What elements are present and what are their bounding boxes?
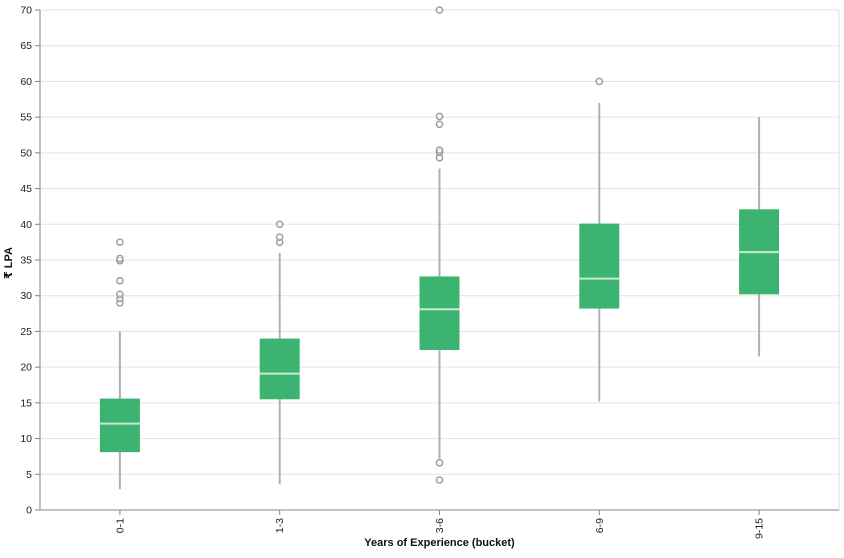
outlier-point <box>116 276 124 285</box>
y-tick-label: 55 <box>20 112 32 124</box>
outlier-point <box>435 146 444 154</box>
outlier-point <box>275 233 284 241</box>
outlier-point <box>435 6 444 14</box>
box-rect <box>579 223 620 309</box>
x-tick-label: 6-9 <box>594 518 606 533</box>
box-rect <box>259 338 300 400</box>
y-tick-label: 65 <box>20 40 32 52</box>
outlier-point <box>275 220 284 229</box>
box-rect <box>419 276 460 350</box>
y-tick-label: 20 <box>20 362 32 374</box>
y-tick-label: 15 <box>20 397 32 409</box>
x-tick-label: 0-1 <box>114 518 126 533</box>
y-tick-label: 35 <box>20 255 32 267</box>
y-tick-label: 10 <box>20 433 32 445</box>
y-tick-label: 50 <box>20 147 32 159</box>
outlier-point <box>435 120 444 129</box>
y-tick-label: 45 <box>20 183 32 195</box>
y-tick-label: 40 <box>20 219 32 231</box>
y-tick-label: 30 <box>20 290 32 302</box>
outlier-point <box>435 112 444 121</box>
x-axis-title: Years of Experience (bucket) <box>364 537 515 549</box>
y-tick-label: 60 <box>20 76 32 88</box>
x-tick-label: 3-6 <box>434 518 446 533</box>
outlier-point <box>595 77 604 86</box>
x-tick-label: 1-3 <box>274 518 286 533</box>
outlier-point <box>116 290 124 299</box>
box-rect <box>99 398 140 453</box>
y-tick-label: 5 <box>26 469 32 481</box>
outlier-point <box>435 476 444 484</box>
outlier-point <box>435 459 444 467</box>
outlier-point <box>116 254 124 263</box>
y-tick-label: 0 <box>26 505 32 517</box>
outlier-point <box>116 238 124 246</box>
y-axis-title: ₹ LPA <box>3 247 15 279</box>
x-tick-label: 9-15 <box>754 518 766 539</box>
y-tick-label: 25 <box>20 326 32 338</box>
y-tick-label: 70 <box>20 5 32 17</box>
